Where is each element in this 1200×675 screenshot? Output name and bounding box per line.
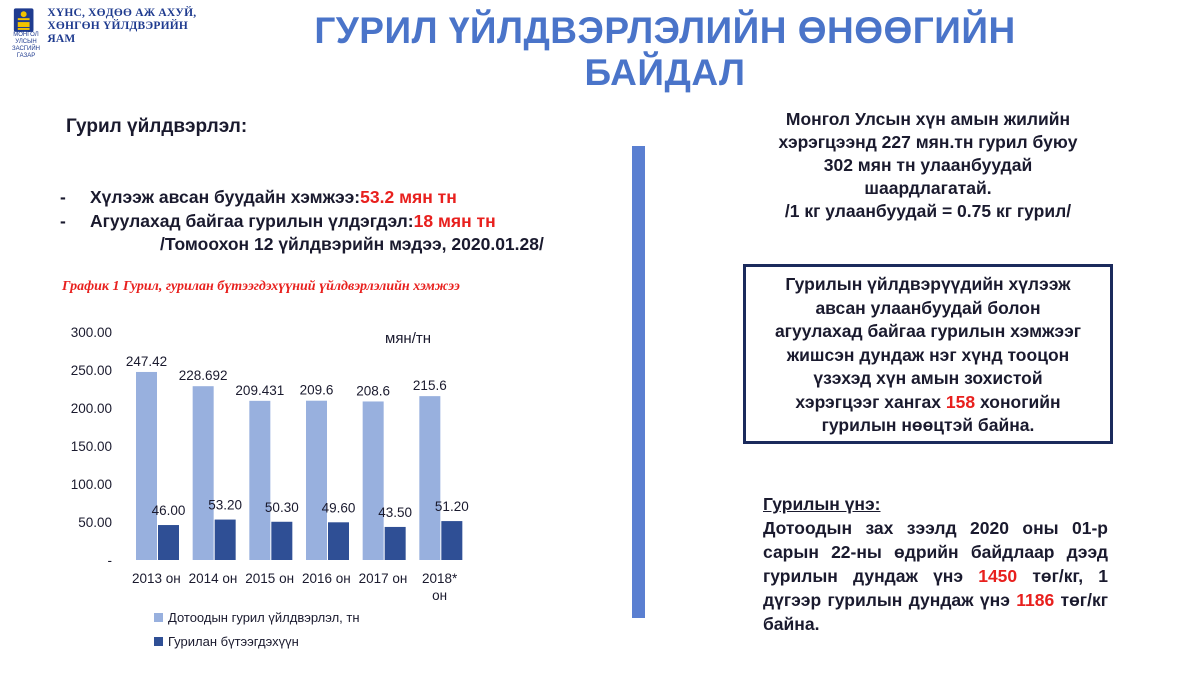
logo-caption: МОНГОЛ УЛСЫН ЗАСГИЙН ГАЗАР (11, 32, 41, 59)
price-text-3: төг/кг байна. (763, 590, 1109, 634)
y-tick-label: 100.00 (71, 477, 112, 492)
data-label: 43.50 (378, 505, 412, 520)
box-line-3: агуулахад байгаа гурилын хэмжээг (774, 321, 1082, 341)
bullet-flour-value: 18 мян тн (413, 210, 496, 231)
box-line-6-suffix: хоногийн (975, 391, 1061, 412)
data-label: 50.30 (265, 500, 299, 515)
demand-line-4: шаардлагатай. (864, 178, 992, 198)
x-tick-label: 2014 он (189, 571, 238, 586)
ministry-logo: МОНГОЛ УЛСЫН ЗАСГИЙН ГАЗАР ХҮНС, ХӨДӨӨ А… (6, 4, 216, 60)
bar-flour-products (214, 519, 236, 560)
price-value-top-grade: 1450 (978, 566, 1018, 586)
bullet-dash: - (60, 210, 66, 231)
demand-line-1: Монгол Улсын хүн амын жилийн (785, 109, 1071, 129)
price-text-2: төг/кг, 1 дүгээр гурилын дундаж үнэ (763, 566, 1109, 610)
bullet-dash: - (60, 186, 66, 207)
logo-line-1: ХҮНС, ХӨДӨӨ АЖ АХУЙ, (47, 6, 197, 19)
data-label: 51.20 (435, 499, 469, 514)
price-text-1: Дотоодын зах зээлд 2020 оны 01-р сарын 2… (763, 518, 1108, 586)
bullet-wheat-received: - Хүлээж авсан буудайн хэмжээ: 53.2 мян … (60, 185, 496, 209)
bar-domestic-flour (419, 396, 441, 560)
bar-flour-products (328, 522, 349, 560)
y-tick-label: 200.00 (71, 401, 112, 416)
y-tick-label: 300.00 (71, 325, 112, 340)
legend-label: Дотоодын гурил үйлдвэрлэл, тн (168, 610, 360, 625)
page-title: ГУРИЛ ҮЙЛДВЭРЛЭЛИЙН ӨНӨӨГИЙН БАЙДАЛ (314, 10, 1016, 93)
bar-flour-products (384, 526, 406, 560)
x-tick-label: 2013 он (132, 571, 181, 586)
data-label: 209.431 (235, 383, 284, 398)
data-source-note: /Томоохон 12 үйлдвэрийн мэдээ, 2020.01.2… (160, 234, 544, 254)
bar-flour-products (441, 521, 463, 560)
bar-flour-products (158, 525, 179, 560)
box-line-1: Гурилын үйлдвэрүүдийн хүлээж (785, 274, 1071, 294)
logo-text: ХҮНС, ХӨДӨӨ АЖ АХУЙ, ХӨНГӨН ҮЙЛДВЭРИЙН Я… (47, 7, 216, 46)
x-tick-label: 2015 он (245, 571, 294, 586)
y-tick-label: - (108, 553, 113, 568)
legend-swatch (154, 637, 163, 646)
flour-price-section: Гурилын үнэ: Дотоодын зах зээлд 2020 оны… (763, 492, 1108, 636)
demand-line-3: 302 мян тн улаанбуудай (823, 155, 1033, 175)
annual-demand-note: Монгол Улсын хүн амын жилийн хэрэгцээнд … (738, 108, 1118, 223)
data-label: 208.6 (356, 383, 390, 398)
box-line-4: жишсэн дундаж нэг хүнд тооцон (786, 344, 1070, 365)
box-line-6: хэрэгцээг хангах 158 хоногийн (756, 391, 1100, 415)
bar-flour-products (271, 521, 293, 560)
demand-line-5: /1 кг улаанбуудай = 0.75 кг гурил/ (784, 201, 1072, 221)
x-tick-label: 2016 он (302, 571, 351, 586)
production-bar-chart: - 50.00 100.00 150.00 200.00 250.00 300.00 247.… (71, 325, 469, 649)
y-tick-label: 150.00 (71, 439, 112, 454)
x-tick-label: 2017 он (359, 571, 408, 586)
price-paragraph: Дотоодын зах зээлд 2020 оны 01-р сарын 2… (763, 516, 1108, 636)
data-label: 46.00 (152, 503, 186, 518)
reserve-days-value: 158 (945, 391, 976, 412)
data-label: 228.692 (179, 368, 228, 383)
logo-line-2: ХӨНГӨН ҮЙЛДВЭРИЙН ЯАМ (47, 19, 189, 45)
vertical-divider (632, 146, 645, 618)
bar-domestic-flour (362, 401, 384, 560)
bar-domestic-flour (136, 371, 157, 560)
soyombo-emblem-icon (13, 8, 34, 32)
legend-swatch (154, 613, 163, 622)
bullet-wheat-value: 53.2 мян тн (360, 186, 457, 207)
x-tick-label: 2018* (422, 571, 458, 586)
x-tick-label: он (432, 588, 447, 603)
y-tick-label: 50.00 (78, 515, 112, 530)
production-bullets: - Хүлээж авсан буудайн хэмжээ: 53.2 мян … (60, 185, 496, 233)
flour-production-heading: Гурил үйлдвэрлэл: (66, 116, 248, 137)
data-label: 49.60 (322, 500, 356, 515)
bar-domestic-flour (306, 400, 327, 560)
chart-unit-label: мян/тн (385, 330, 432, 347)
data-label: 209.6 (300, 383, 334, 398)
bar-domestic-flour (249, 400, 271, 560)
data-label: 53.20 (208, 498, 242, 513)
reserve-summary-box: Гурилын үйлдвэрүүдийн хүлээж авсан улаан… (743, 264, 1113, 444)
bullet-flour-label: Агуулахад байгаа гурилын үлдэгдэл: (90, 210, 414, 231)
box-line-5: үзэхэд хүн амын зохистой (813, 368, 1043, 388)
price-heading: Гурилын үнэ: (763, 494, 881, 514)
bar-domestic-flour (192, 386, 214, 560)
demand-line-2: хэрэгцээнд 227 мян.тн гурил буюу (778, 132, 1078, 152)
box-line-6-prefix: хэрэгцээг хангах (795, 391, 946, 412)
data-label: 215.6 (413, 378, 447, 393)
bullet-flour-stock: - Агуулахад байгаа гурилын үлдэгдэл: 18 … (60, 209, 496, 233)
legend-label: Гурилан бүтээгдэхүүн (168, 634, 299, 649)
box-line-2: авсан улаанбуудай болон (815, 297, 1041, 318)
data-label: 247.42 (126, 354, 167, 369)
price-value-first-grade: 1186 (1016, 590, 1055, 610)
box-line-7: гурилын нөөцтэй байна. (821, 415, 1035, 435)
chart-title: График 1 Гурил, гурилан бүтээгдэхүүний ү… (62, 279, 460, 294)
y-tick-label: 250.00 (71, 363, 112, 378)
bullet-wheat-label: Хүлээж авсан буудайн хэмжээ: (90, 186, 361, 207)
